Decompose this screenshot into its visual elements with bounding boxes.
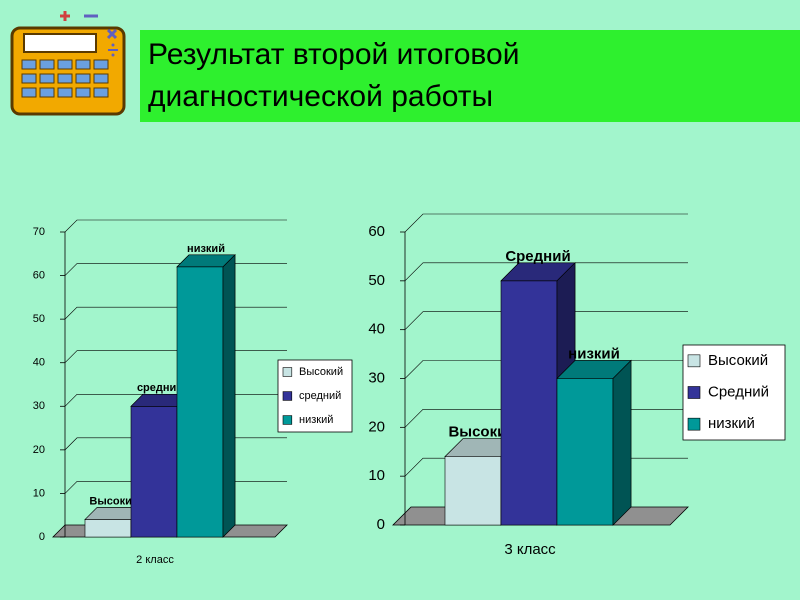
chart: 0 10 20 30 40 50 60 Высокий Высокий Средний Средни… bbox=[368, 213, 786, 558]
legend-swatch bbox=[687, 386, 701, 399]
grid-line bbox=[404, 311, 688, 330]
y-tick-label: 40 bbox=[33, 357, 45, 369]
data-label: Высокий bbox=[89, 495, 138, 507]
title-band bbox=[140, 30, 800, 122]
y-tick-label: 20 bbox=[33, 444, 45, 456]
legend-label: Высокий bbox=[299, 366, 343, 378]
y-tick-label: 50 bbox=[33, 313, 45, 325]
title-box: Результат второй итоговой диагностическо… bbox=[148, 38, 520, 113]
y-tick-label: 60 bbox=[368, 223, 385, 240]
legend-label: низкий bbox=[299, 414, 333, 426]
legend-label: средний bbox=[299, 390, 341, 402]
y-tick-label: 50 bbox=[368, 272, 385, 289]
data-label: Высокий bbox=[448, 424, 515, 441]
grid-line bbox=[64, 219, 287, 233]
grid-line bbox=[404, 262, 688, 282]
y-tick-label: 70 bbox=[33, 226, 45, 238]
legend-label: Средний bbox=[708, 383, 769, 400]
slide-title: Результат второй итоговой диагностическо… bbox=[148, 38, 520, 113]
data-label: средний bbox=[137, 382, 183, 394]
y-tick-label: 0 bbox=[377, 516, 385, 533]
x-tick-label: 2 класс bbox=[136, 554, 174, 566]
y-tick-label: 20 bbox=[368, 418, 385, 435]
bar-side bbox=[222, 254, 236, 538]
chart: 0 10 20 30 40 50 60 70 Высокий Высокий средний сред… bbox=[33, 219, 353, 566]
y-tick-label: 30 bbox=[368, 369, 385, 386]
legend-swatch bbox=[687, 354, 701, 368]
legend-label: Высокий bbox=[708, 352, 768, 369]
y-tick-label: 10 bbox=[368, 467, 385, 484]
bar-side bbox=[612, 359, 632, 526]
legend-swatch bbox=[687, 417, 701, 431]
legend-swatch bbox=[282, 391, 293, 401]
data-label: Средний bbox=[505, 248, 570, 265]
legend-swatch bbox=[282, 367, 293, 377]
calculator-icon bbox=[10, 11, 126, 116]
x-tick-label: 3 класс bbox=[504, 541, 556, 558]
data-label: низкий bbox=[568, 345, 620, 362]
y-tick-label: 0 bbox=[39, 531, 45, 543]
y-tick-label: 30 bbox=[33, 400, 45, 412]
legend-label: низкий bbox=[708, 415, 755, 432]
legend-swatch bbox=[282, 415, 293, 425]
y-tick-label: 10 bbox=[33, 487, 45, 499]
grid-line bbox=[404, 213, 688, 233]
y-tick-label: 60 bbox=[33, 269, 45, 281]
data-label: низкий bbox=[187, 243, 225, 255]
y-tick-label: 40 bbox=[368, 321, 385, 338]
